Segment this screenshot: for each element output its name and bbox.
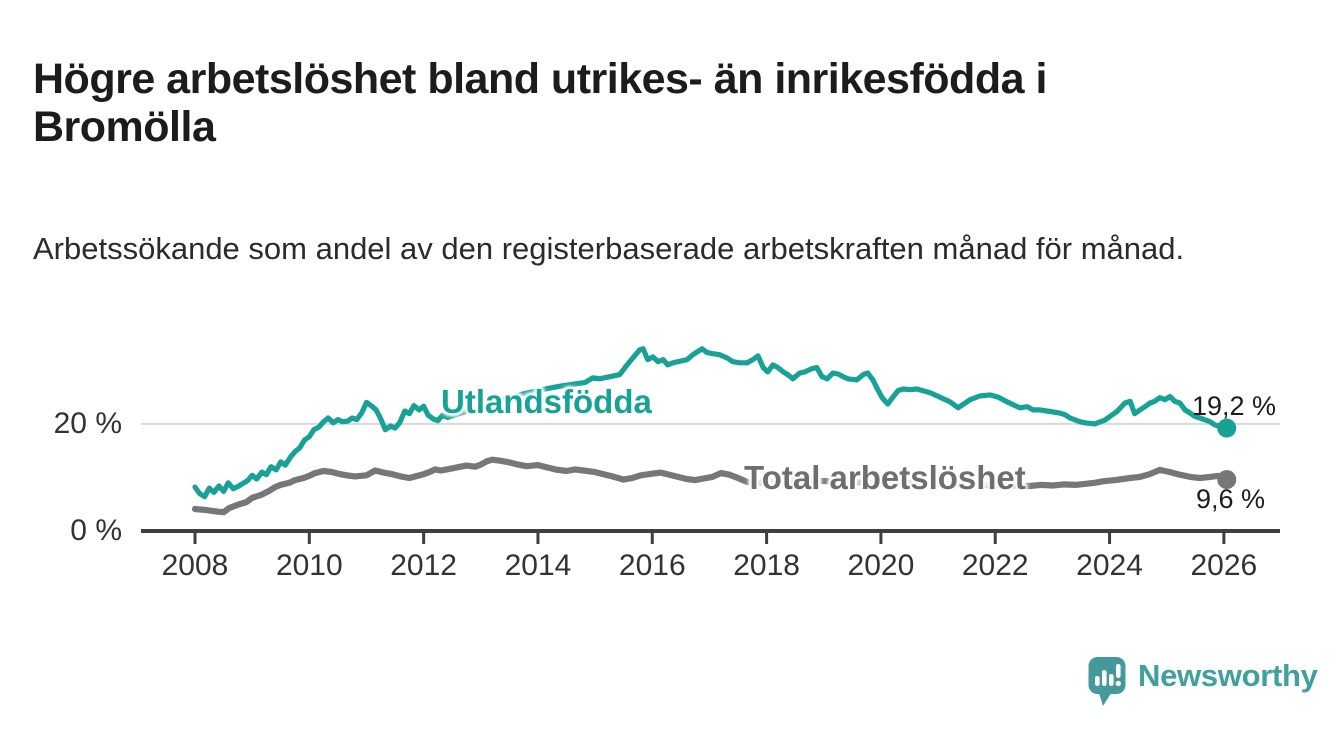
x-axis-label-2016: 2016: [618, 549, 686, 582]
x-axis-label-2024: 2024: [1076, 549, 1143, 582]
line-total-arbetsloshet: [191, 456, 1230, 516]
chart-title: Högre arbetslöshet bland utrikes- än inr…: [33, 54, 1047, 151]
y-axis-label-20: 20 %: [53, 407, 122, 440]
y-axis-label-0: 0 %: [70, 514, 122, 547]
x-axis-label-2026: 2026: [1190, 549, 1258, 582]
end-dot-utlandsfodda: [1217, 418, 1237, 438]
newsworthy-logo-text: Newsworthy: [1138, 658, 1318, 693]
series-label-utlandsfodda: Utlandsfödda: [441, 383, 652, 420]
end-value-label-total: 9,6 %: [1196, 484, 1266, 514]
newsworthy-logo-icon: [1088, 657, 1126, 706]
x-axis-label-2018: 2018: [733, 549, 800, 582]
x-axis-label-2014: 2014: [504, 549, 572, 582]
x-axis-label-2008: 2008: [161, 549, 229, 582]
line-utlandsfodda: [192, 346, 1230, 500]
series-label-total-arbetsloshet: Total arbetslöshet: [744, 459, 1026, 496]
x-axis-label-2012: 2012: [390, 549, 457, 582]
newsworthy-logo: Newsworthy: [1088, 656, 1318, 708]
x-axis-label-2022: 2022: [961, 549, 1029, 582]
x-axis-label-2020: 2020: [847, 549, 915, 582]
end-dot-total-arbetsloshet: [1217, 470, 1237, 490]
end-value-label-utlandsfodda: 19,2 %: [1192, 391, 1277, 421]
x-axis-label-2010: 2010: [275, 549, 343, 582]
chart-subtitle: Arbetssökande som andel av den registerb…: [33, 231, 1185, 266]
